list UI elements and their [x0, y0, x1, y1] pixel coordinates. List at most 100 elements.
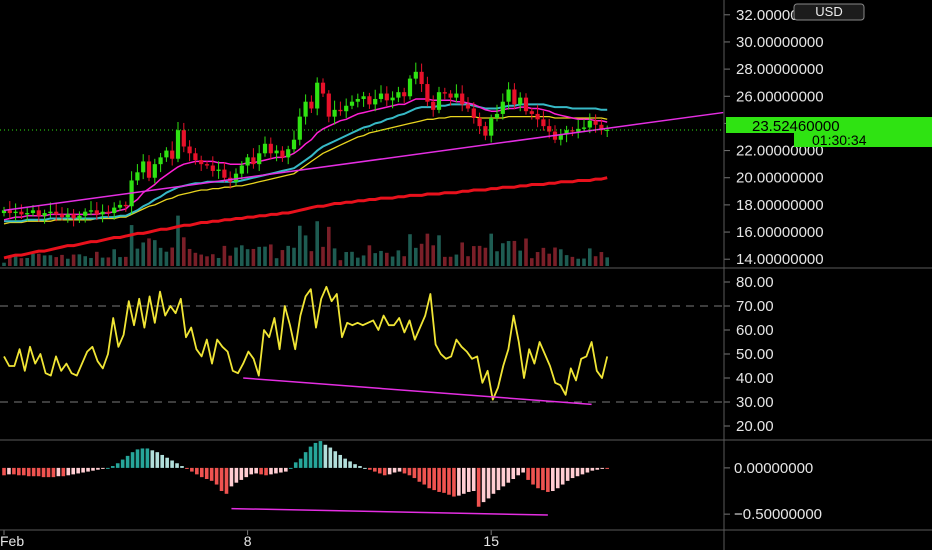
histogram-bar	[496, 467, 501, 491]
candle-body	[309, 101, 314, 109]
histogram-bar	[175, 463, 179, 468]
volume-bar	[582, 258, 586, 266]
candle-body	[547, 126, 552, 132]
currency-badge[interactable]: USD	[793, 3, 865, 21]
histogram-bar	[298, 458, 303, 468]
histogram-bar	[447, 467, 451, 495]
volume-bar	[466, 256, 470, 266]
macd-divergence-line	[231, 507, 548, 516]
candle-body	[390, 97, 395, 101]
histogram-bar	[427, 467, 432, 489]
candle-body	[378, 93, 384, 99]
volume-bar	[280, 250, 285, 266]
price-tick-label: 26.00000000	[736, 88, 824, 105]
candle-body	[338, 109, 343, 112]
histogram-bar	[101, 467, 105, 469]
price-axis[interactable]: 32.0000000030.0000000028.0000000026.0000…	[724, 7, 824, 523]
rsi-pane[interactable]	[0, 285, 724, 406]
volume-bar	[356, 257, 360, 266]
candle-body	[274, 150, 279, 154]
histogram-bar	[17, 467, 21, 476]
histogram-bar	[66, 467, 71, 476]
histogram-bar	[180, 466, 184, 468]
candle-body	[564, 130, 569, 135]
histogram-bar	[160, 454, 165, 468]
volume-bar	[460, 242, 464, 266]
histogram-bar	[466, 467, 471, 492]
candle-body	[436, 92, 442, 110]
volume-bar	[251, 248, 256, 266]
volume-bar	[443, 256, 447, 266]
histogram-bar	[110, 466, 115, 468]
candle-body	[367, 96, 372, 105]
histogram-bar	[293, 462, 298, 468]
candle-body	[425, 84, 430, 102]
volume-bar	[42, 255, 47, 266]
histogram-bar	[333, 451, 338, 468]
candle-body	[77, 215, 82, 219]
candle-body	[30, 210, 36, 214]
candle-body	[204, 164, 210, 166]
candle-body	[576, 128, 581, 132]
candle-body	[413, 71, 418, 79]
macd-pane[interactable]	[2, 441, 609, 516]
candle-body	[500, 101, 505, 114]
volume-bar	[477, 245, 482, 266]
histogram-bar	[580, 467, 585, 475]
histogram-bar	[570, 467, 575, 479]
candle-body	[523, 97, 529, 112]
last-price-tag: 23.52460000 01:30:34	[726, 117, 932, 148]
candle-body	[355, 98, 360, 102]
candle-body	[146, 161, 152, 178]
volume-bar	[454, 254, 459, 266]
histogram-bar	[343, 458, 347, 468]
rsi-line	[3, 285, 609, 401]
candle-body	[48, 211, 53, 214]
histogram-bar	[12, 467, 16, 475]
candle-body	[512, 89, 517, 105]
volume-bar	[332, 248, 337, 266]
candle-body	[164, 150, 169, 158]
candle-body	[83, 211, 88, 216]
volume-bar	[605, 257, 609, 266]
histogram-bar	[269, 467, 273, 475]
histogram-bar	[491, 467, 496, 494]
histogram-bar	[358, 466, 362, 468]
candle-body	[465, 104, 471, 109]
time-tick-label: 15	[483, 533, 499, 549]
volume-bar	[547, 253, 551, 266]
volume-bar	[118, 257, 122, 266]
volume-bar	[535, 252, 540, 266]
volume-bar	[489, 233, 493, 266]
histogram-bar	[412, 467, 417, 479]
price-pane[interactable]	[0, 62, 724, 266]
candle-body	[117, 204, 123, 208]
candle-body	[65, 214, 70, 218]
time-tick-label: Feb	[0, 533, 24, 549]
candle-body	[373, 98, 378, 105]
last-price-label: 23.52460000	[752, 118, 840, 135]
candle-body	[587, 120, 592, 128]
histogram-bar	[229, 467, 234, 487]
candle-body	[233, 173, 239, 182]
histogram-bar	[323, 444, 328, 468]
volume-bar	[425, 233, 430, 266]
time-tick-label: 8	[244, 533, 252, 549]
candle-body	[141, 161, 146, 173]
candle-body	[210, 165, 215, 171]
histogram-bar	[521, 467, 525, 473]
histogram-bar	[234, 467, 239, 483]
candle-body	[25, 213, 30, 215]
volume-bar	[385, 252, 389, 266]
histogram-bar	[31, 467, 36, 477]
rsi-tick-label: 70.00	[736, 298, 774, 315]
rsi-tick-label: 40.00	[736, 370, 774, 387]
histogram-bar	[279, 467, 283, 473]
histogram-bar	[46, 467, 51, 478]
candle-body	[193, 153, 198, 161]
histogram-bar	[397, 467, 402, 472]
time-axis[interactable]: Feb 8 15	[0, 530, 499, 549]
volume-bar	[269, 244, 273, 266]
candle-body	[535, 113, 540, 120]
